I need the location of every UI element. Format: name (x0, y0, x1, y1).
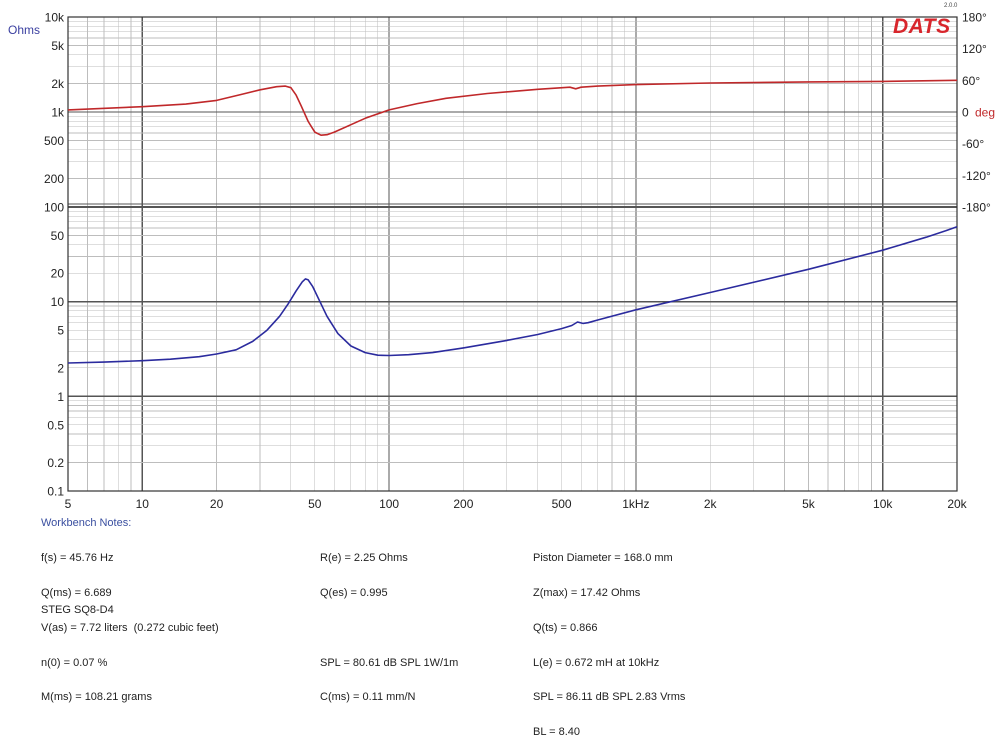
y-tick-label: 10k (45, 11, 65, 25)
y-tick-label: 50 (51, 229, 65, 243)
note-qms: Q(ms) = 6.689 (41, 586, 112, 599)
note-re: R(e) = 2.25 Ohms (320, 552, 408, 565)
phase-tick-label: 180° (962, 11, 987, 25)
x-tick-label: 10k (873, 497, 893, 511)
phase-tick-label: 60° (962, 74, 980, 88)
note-fs: f(s) = 45.76 Hz (41, 552, 114, 565)
workbench-notes-title: Workbench Notes: (41, 517, 132, 529)
dats-logo: DATS (893, 15, 951, 38)
notes-column-1: f(s) = 45.76 Hz Q(ms) = 6.689 V(as) = 7.… (41, 530, 219, 716)
ohms-axis-label: Ohms (8, 23, 40, 37)
notes-column-2: R(e) = 2.25 Ohms Q(es) = 0.995 SPL = 80.… (320, 530, 458, 716)
note-zmax: Z(max) = 17.42 Ohms (533, 586, 641, 599)
y-tick-label: 2 (57, 361, 64, 375)
y-tick-label: 5k (51, 39, 65, 53)
x-tick-label: 200 (453, 497, 473, 511)
plot-series (67, 79, 958, 364)
phase-tick-label: -180° (962, 201, 991, 215)
x-tick-label: 20k (947, 497, 967, 511)
phase-curve (67, 79, 958, 136)
phase-tick-label: -60° (962, 137, 984, 151)
x-tick-label: 20 (210, 497, 224, 511)
x-tick-label: 5 (65, 497, 72, 511)
note-piston-diameter: Piston Diameter = 168.0 mm (533, 552, 673, 565)
phase-tick-label: -120° (962, 169, 991, 183)
y-tick-label: 1k (51, 106, 65, 120)
impedance-phase-chart: 5 10 20 50 100 200 500 1kHz 2k 5k 10k 20k10k5k2k1k5… (8, 11, 995, 512)
x-tick-label: 1kHz (622, 497, 649, 511)
phase-tick-label: 0 (962, 106, 969, 120)
x-tick-label: 50 (308, 497, 322, 511)
version-label: 2.0.0 (944, 3, 958, 9)
note-spl-1w: SPL = 80.61 dB SPL 1W/1m (320, 656, 459, 669)
y-tick-label: 5 (57, 324, 64, 338)
note-vas: V(as) = 7.72 liters (0.272 cubic feet) (41, 621, 219, 634)
x-tick-label: 10 (136, 497, 150, 511)
y-tick-label: 0.1 (47, 485, 64, 499)
plot-frame (67, 16, 958, 492)
y-tick-label: 10 (51, 295, 65, 309)
y-tick-label: 200 (44, 172, 64, 186)
note-n0: n(0) = 0.07 % (41, 656, 108, 669)
y-tick-label: 500 (44, 134, 64, 148)
note-bl: BL = 8.40 (533, 726, 580, 739)
x-tick-label: 2k (704, 497, 718, 511)
impedance-curve (67, 225, 958, 364)
deg-axis-label: deg (975, 106, 995, 120)
note-mms: M(ms) = 108.21 grams (41, 691, 152, 704)
note-qes: Q(es) = 0.995 (320, 586, 388, 599)
axis-labels: 5 10 20 50 100 200 500 1kHz 2k 5k 10k 20k10k5k2k1k5… (8, 11, 995, 512)
x-tick-label: 5k (802, 497, 816, 511)
y-tick-label: 100 (44, 201, 64, 215)
y-tick-label: 2k (51, 77, 65, 91)
note-le: L(e) = 0.672 mH at 10kHz (533, 656, 660, 669)
x-tick-label: 100 (379, 497, 399, 511)
y-tick-label: 0.5 (47, 418, 64, 432)
y-tick-label: 0.2 (47, 456, 64, 470)
note-qts: Q(ts) = 0.866 (533, 621, 598, 634)
driver-model: STEG SQ8-D4 (41, 604, 114, 616)
grid (67, 16, 958, 492)
y-tick-label: 1 (57, 390, 64, 404)
phase-tick-label: 120° (962, 42, 987, 56)
x-tick-label: 500 (552, 497, 572, 511)
note-spl-283: SPL = 86.11 dB SPL 2.83 Vrms (533, 691, 686, 704)
y-tick-label: 20 (51, 267, 65, 281)
notes-column-3: Piston Diameter = 168.0 mm Z(max) = 17.4… (533, 530, 685, 750)
note-cms: C(ms) = 0.11 mm/N (320, 691, 416, 704)
